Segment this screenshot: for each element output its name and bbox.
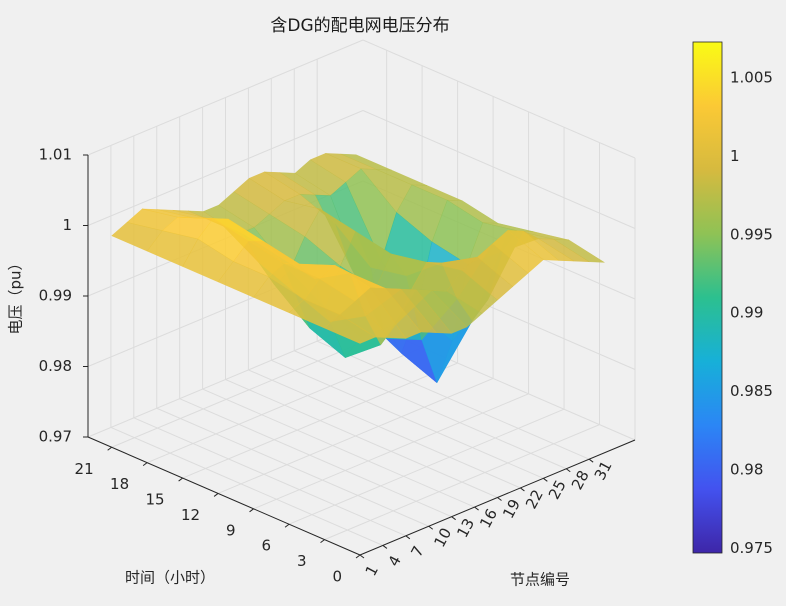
colorbar xyxy=(692,41,723,554)
x-tick-label: 1 xyxy=(362,562,382,579)
x-tick-label: 22 xyxy=(522,487,547,512)
x-tick xyxy=(382,545,388,549)
grid-line xyxy=(202,388,475,508)
grid-line xyxy=(182,362,458,479)
y-axis-line xyxy=(87,436,361,556)
x-tick-label: 4 xyxy=(385,553,405,570)
x-tick-label: 10 xyxy=(430,525,455,550)
grid-line xyxy=(248,369,521,489)
grid-line xyxy=(362,110,636,229)
grid-line xyxy=(225,379,498,498)
grid-line xyxy=(156,407,429,527)
grid-line xyxy=(179,398,452,518)
x-tick xyxy=(497,497,502,501)
grid-line xyxy=(324,424,600,541)
x-tick xyxy=(451,516,456,521)
x-tick xyxy=(474,506,479,511)
z-axis-label: 电压（pu） xyxy=(7,255,25,334)
grid-line xyxy=(271,359,544,479)
x-tick-label: 31 xyxy=(591,458,616,483)
x-tick xyxy=(565,468,571,473)
x-tick-label: 13 xyxy=(453,515,478,540)
z-tick-label: 0.98 xyxy=(39,357,72,375)
y-tick xyxy=(355,554,361,559)
colorbar-tick-label: 0.995 xyxy=(730,225,773,243)
surface-cell xyxy=(324,314,376,344)
x-tick xyxy=(359,554,365,559)
y-tick xyxy=(213,493,219,497)
y-tick-label: 0 xyxy=(332,568,342,586)
y-tick xyxy=(320,539,325,544)
x-tick xyxy=(428,525,434,530)
colorbar-tick-label: 0.99 xyxy=(730,304,763,322)
y-tick-label: 18 xyxy=(110,475,129,493)
y-tick-label: 3 xyxy=(297,552,307,570)
grid-line xyxy=(110,426,384,546)
x-tick-label: 7 xyxy=(407,543,427,560)
colorbar-tick-label: 0.985 xyxy=(730,382,773,400)
y-tick xyxy=(107,446,112,451)
y-tick-label: 21 xyxy=(75,460,94,478)
y-tick xyxy=(178,477,183,482)
surface xyxy=(111,153,606,384)
z-tick-label: 1.01 xyxy=(39,146,72,164)
x-axis-label: 节点编号 xyxy=(510,571,570,589)
z-tick-label: 0.97 xyxy=(39,428,72,446)
colorbar-tick-label: 1 xyxy=(730,147,740,165)
grid-line xyxy=(253,393,529,510)
grid-line xyxy=(146,347,423,464)
grid-line xyxy=(362,39,636,159)
x-tick xyxy=(588,458,594,463)
x-tick-label: 19 xyxy=(499,496,524,521)
x-tick-label: 28 xyxy=(568,467,593,492)
colorbar-tick-label: 1.005 xyxy=(730,69,773,87)
x-tick xyxy=(405,535,411,540)
x-tick xyxy=(520,487,525,492)
z-tick-label: 0.99 xyxy=(39,287,72,305)
grid-line xyxy=(217,377,494,494)
grid-line xyxy=(294,350,567,470)
grid-line xyxy=(288,408,565,525)
y-tick xyxy=(142,462,148,467)
grid-line xyxy=(316,340,590,460)
y-tick xyxy=(284,523,290,528)
y-tick-label: 15 xyxy=(146,491,165,509)
x-tick xyxy=(543,477,548,482)
x-tick-label: 25 xyxy=(545,477,570,502)
y-tick-label: 6 xyxy=(261,537,271,555)
colorbar-tick-label: 0.975 xyxy=(730,539,773,557)
y-tick-label: 12 xyxy=(181,506,200,524)
grid-line xyxy=(133,417,407,537)
x-tick-label: 16 xyxy=(476,506,501,531)
y-tick xyxy=(249,508,254,513)
y-tick-label: 9 xyxy=(226,521,236,539)
colorbar-tick-label: 0.98 xyxy=(730,460,763,478)
z-tick-label: 1 xyxy=(62,216,72,234)
y-axis-label: 时间（小时） xyxy=(125,569,215,587)
chart-title: 含DG的配电网电压分布 xyxy=(270,16,449,36)
